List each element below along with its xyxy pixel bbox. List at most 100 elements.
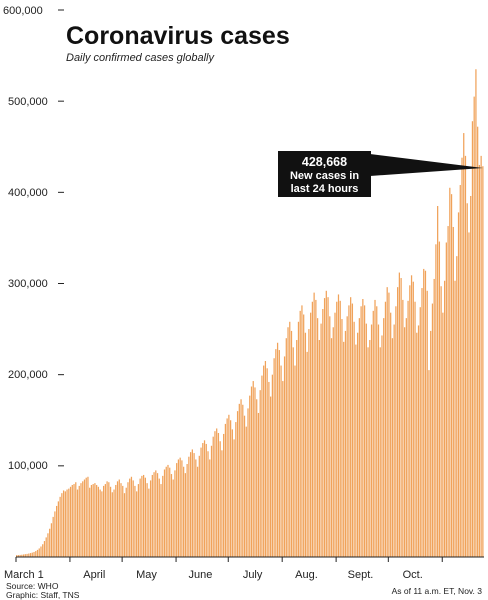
bar (130, 476, 133, 557)
bar (482, 166, 484, 557)
bar (71, 484, 73, 557)
x-axis (15, 556, 484, 562)
bar (445, 242, 447, 558)
bar (419, 307, 421, 557)
callout: 428,668 New cases in last 24 hours (278, 151, 483, 197)
bar (109, 486, 112, 557)
bar (203, 440, 206, 557)
bar (83, 479, 86, 557)
bar (400, 278, 402, 557)
bar (341, 319, 343, 557)
bar (89, 487, 91, 557)
bar (383, 318, 385, 557)
bar (35, 551, 37, 557)
bar (480, 155, 482, 557)
bar (174, 470, 176, 557)
bar (28, 553, 30, 557)
bar (120, 483, 122, 557)
bar (459, 185, 461, 558)
bar (38, 548, 40, 557)
bar (249, 395, 251, 557)
y-tick-label-200000: 200,000 (8, 369, 48, 381)
bar (186, 464, 188, 557)
bar (21, 554, 23, 557)
bar (36, 549, 39, 557)
bar (353, 321, 355, 557)
bar (475, 69, 477, 557)
bar (68, 488, 70, 558)
bar (90, 484, 93, 557)
bar (238, 403, 240, 557)
bar (332, 327, 334, 557)
bar (343, 341, 345, 557)
bar (426, 290, 428, 557)
bar (301, 305, 303, 557)
bar (430, 330, 432, 557)
bar (310, 312, 312, 557)
bar (214, 431, 216, 557)
bar (137, 484, 140, 557)
bar (64, 491, 66, 557)
bar (313, 292, 315, 557)
bar (85, 477, 87, 557)
bar (297, 321, 300, 557)
bar (350, 297, 352, 557)
bar (454, 280, 456, 557)
bar (47, 533, 49, 557)
bar (33, 551, 35, 557)
bar (346, 316, 348, 557)
x-tick-label: June (188, 569, 212, 581)
bar (292, 347, 294, 557)
bar (416, 332, 418, 557)
bar (118, 479, 120, 557)
bar (410, 275, 413, 557)
bar (473, 96, 475, 558)
bar (306, 351, 308, 558)
bar (390, 312, 392, 557)
bar (374, 299, 376, 557)
bar (357, 332, 359, 557)
bar (386, 287, 388, 557)
bar (43, 541, 46, 557)
bar (82, 481, 84, 557)
bar (470, 195, 472, 558)
bar (104, 484, 106, 557)
graphic-credit: Graphic: Staff, TNS (6, 590, 80, 600)
bar (99, 489, 101, 557)
bar (384, 301, 387, 557)
bar (471, 121, 474, 557)
x-tick-label: Sept. (348, 569, 374, 581)
bar (417, 325, 420, 557)
bar (235, 422, 237, 557)
callout-line1: New cases in (290, 170, 359, 182)
bar (167, 464, 169, 557)
bar (207, 451, 209, 557)
bar (158, 478, 160, 557)
bar (405, 318, 407, 557)
bar (69, 486, 72, 557)
bar (322, 309, 324, 557)
bar (303, 314, 305, 557)
bar (477, 126, 479, 557)
x-tick-label: Aug. (295, 569, 318, 581)
y-tick-label-500000: 500,000 (8, 96, 48, 108)
y-tick-label-300000: 300,000 (8, 278, 48, 290)
bar (50, 523, 53, 557)
bar (315, 299, 317, 557)
bar (45, 537, 47, 557)
bar (113, 489, 115, 557)
bar (94, 483, 96, 557)
bar (294, 365, 296, 557)
x-tick-label: March 1 (4, 569, 44, 581)
bar (245, 426, 247, 557)
bar (358, 318, 360, 557)
bar (391, 338, 394, 557)
y-tick-label-600000: 600,000 (3, 5, 43, 17)
bar (56, 505, 58, 557)
bar (271, 374, 273, 557)
bar (97, 486, 100, 557)
bar (52, 516, 54, 557)
bar (189, 452, 192, 557)
bar (233, 439, 235, 557)
bar (365, 323, 367, 557)
